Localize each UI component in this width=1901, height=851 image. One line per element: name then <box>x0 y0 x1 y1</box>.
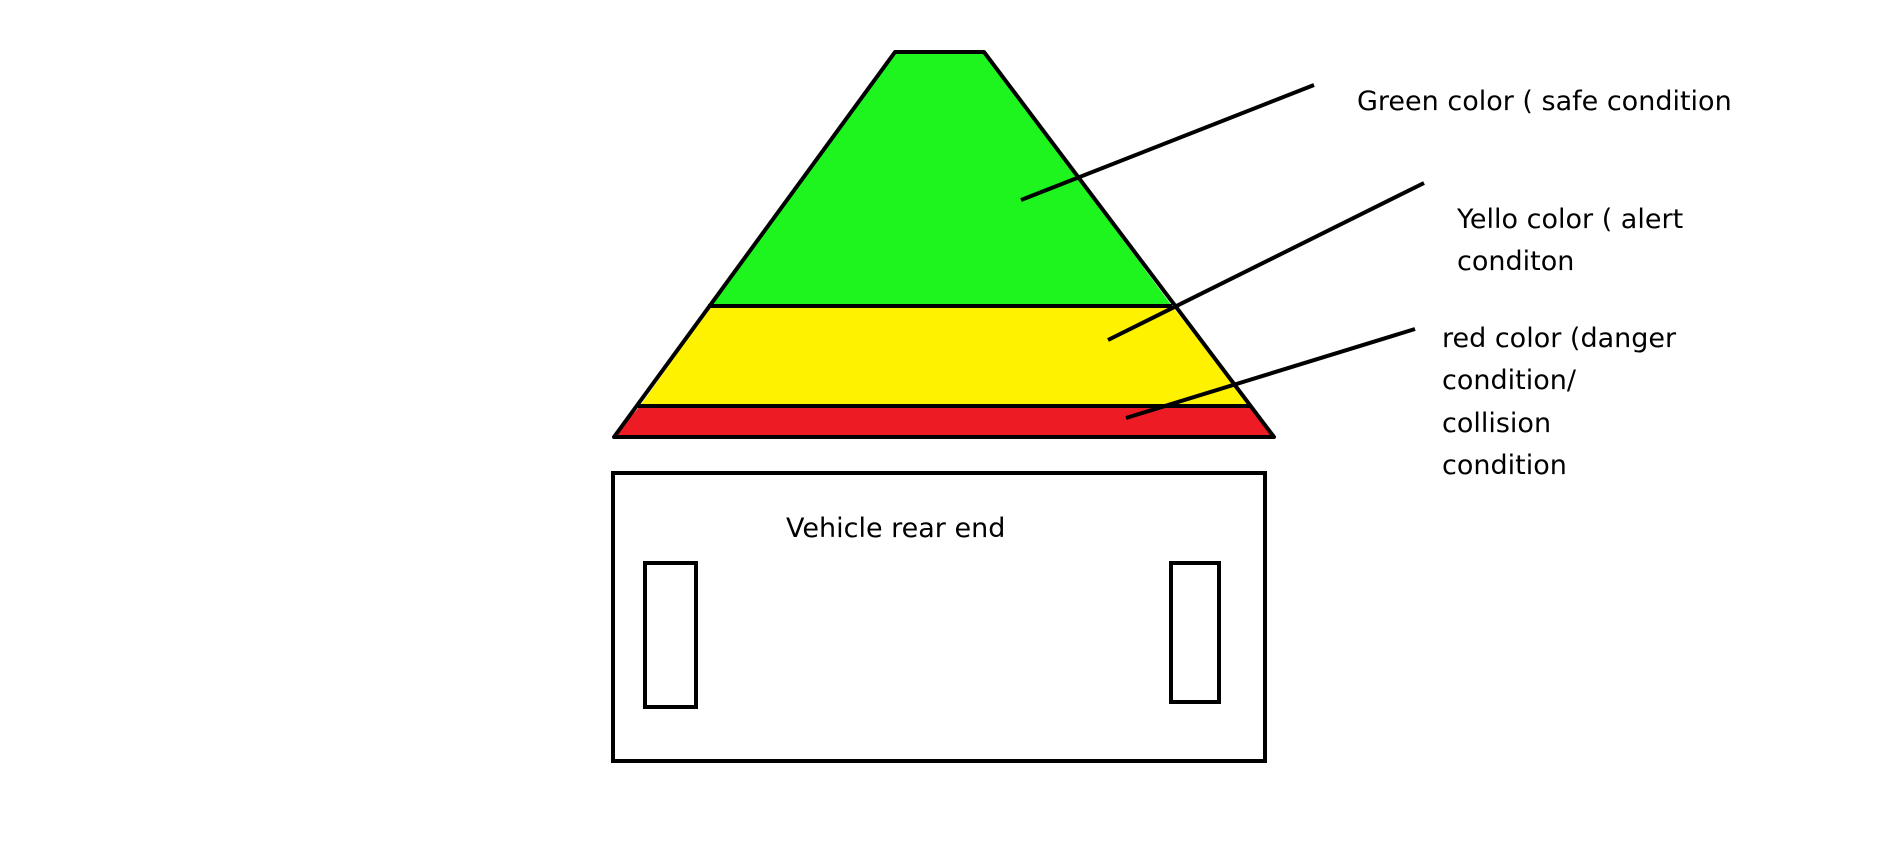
left-tail-light <box>643 561 698 709</box>
yellow-zone-label-line-2: conditon <box>1457 246 1574 277</box>
green-zone-label-line: Green color ( safe condition <box>1357 86 1732 117</box>
green-safe-zone <box>711 52 1172 306</box>
leader-line-yellow <box>1107 181 1425 342</box>
red-zone-label-line-3: collision <box>1442 408 1551 439</box>
red-danger-zone <box>614 406 1274 437</box>
vehicle-rear-end: Vehicle rear end <box>611 471 1267 763</box>
yellow-zone-label: Yello color ( alert conditon <box>1456 204 1692 277</box>
zone-labels: Green color ( safe condition Yello color… <box>1357 86 1732 481</box>
zone-outline <box>612 50 1276 439</box>
green-zone-label: Green color ( safe condition <box>1357 86 1732 117</box>
red-zone-label-line-2: condition/ <box>1442 365 1577 396</box>
vehicle-body <box>611 471 1267 763</box>
leader-line-red <box>1125 327 1416 420</box>
leader-lines <box>1020 83 1425 420</box>
red-zone-label: red color (danger condition/ collision c… <box>1442 323 1685 481</box>
leader-line-green <box>1020 83 1315 202</box>
detection-zones <box>612 50 1276 439</box>
red-zone-label-line-1: red color (danger <box>1442 323 1677 354</box>
red-zone-label-line-4: condition <box>1442 450 1567 481</box>
right-tail-light <box>1169 561 1221 704</box>
yellow-alert-zone <box>640 306 1250 406</box>
vehicle-label: Vehicle rear end <box>786 513 1005 544</box>
yellow-zone-label-line-1: Yello color ( alert <box>1456 204 1683 235</box>
